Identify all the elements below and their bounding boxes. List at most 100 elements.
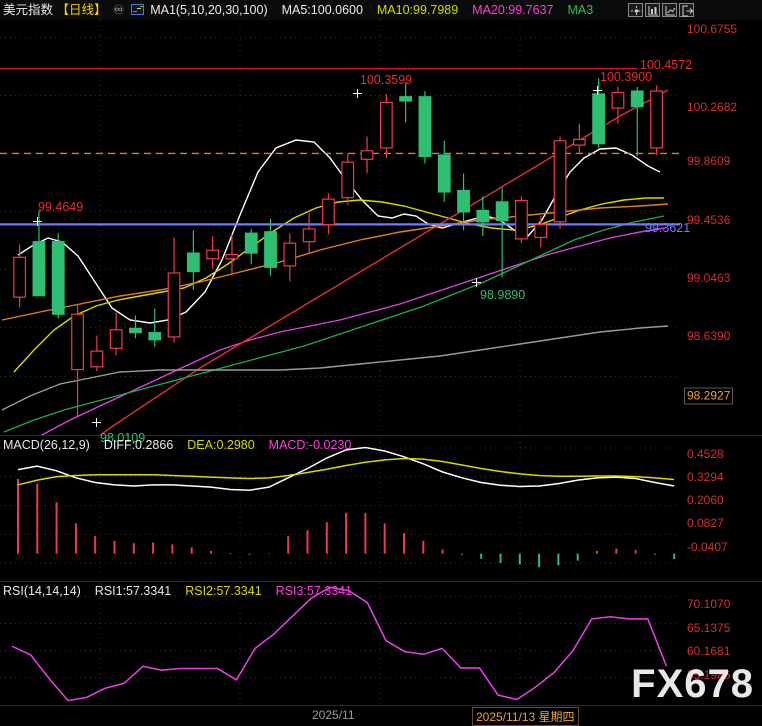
price-annotation-0: 99.4649 — [38, 200, 84, 214]
candle-5 — [109, 329, 123, 349]
rsi-tick-1: 65.1375 — [687, 621, 731, 635]
candle-30 — [592, 93, 606, 145]
macd-svg — [0, 437, 680, 577]
candle-0 — [13, 256, 27, 298]
bar-chart-icon[interactable] — [645, 3, 660, 17]
price-tick-5: 98.6390 — [687, 329, 731, 343]
price-tick-1: 100.2682 — [687, 100, 738, 114]
macd-tick-0: 0.4528 — [687, 447, 724, 461]
ma20-value-label: MA20:99.7637 — [472, 3, 554, 17]
price-tick-0: 100.6755 — [687, 22, 738, 36]
price-annotation-3: 100.4572 — [640, 58, 693, 72]
candle-26 — [515, 199, 528, 240]
rsi1-value: RSI1:57.3341 — [94, 584, 172, 598]
candle-4 — [90, 350, 104, 368]
candle-29 — [572, 138, 586, 146]
candle-19 — [379, 101, 393, 149]
macd-diff-value: DIFF:0.2866 — [103, 438, 174, 452]
candle-18 — [360, 150, 374, 160]
candle-28 — [553, 140, 567, 223]
macd-axis[interactable]: 0.4528 0.3294 0.2060 0.0827 -0.0407 — [680, 437, 762, 577]
trend-chart-icon[interactable] — [662, 3, 677, 17]
macd-tick-1: 0.3294 — [687, 470, 724, 484]
ma1-params-label[interactable]: MA1(5,10,20,30,100) — [150, 3, 268, 17]
macd-dea-value: DEA:0.2980 — [187, 438, 255, 452]
candle-21 — [418, 96, 432, 158]
time-tick-1: 2025/11/13 星期四 — [472, 707, 579, 726]
chart-toolbar — [628, 3, 694, 17]
candle-13 — [264, 231, 277, 268]
crosshair-circle-icon[interactable]: ♾ — [113, 3, 125, 17]
watermark: FX678 — [631, 662, 754, 706]
macd-tick-4: -0.0407 — [687, 540, 728, 554]
candle-6 — [129, 327, 142, 334]
crosshair-icon[interactable] — [628, 3, 643, 17]
extreme-marker-2 — [593, 86, 602, 95]
rsi-pane[interactable]: RSI(14,14,14) RSI1:57.3341 RSI2:57.3341 … — [0, 583, 762, 705]
candle-12 — [244, 232, 258, 254]
candle-27 — [534, 224, 548, 239]
candle-23 — [457, 189, 470, 213]
ma3-label: MA3 — [567, 3, 594, 17]
candle-31 — [611, 91, 625, 109]
price-tick-2: 99.8609 — [687, 154, 731, 168]
extreme-marker-1 — [353, 89, 362, 98]
candle-20 — [399, 96, 413, 102]
time-axis[interactable]: 2025/11 2025/11/13 星期四 — [0, 705, 762, 726]
extreme-marker-4 — [472, 278, 481, 287]
candle-11 — [225, 253, 239, 260]
candle-9 — [186, 252, 200, 273]
chart-indicator-icon[interactable] — [130, 4, 144, 15]
macd-plot[interactable] — [0, 437, 680, 577]
rsi-tick-0: 70.1070 — [687, 597, 731, 611]
rsi-plot[interactable] — [0, 583, 680, 705]
rsi3-value: RSI3:57.3341 — [275, 584, 353, 598]
rsi-header: RSI(14,14,14) RSI1:57.3341 RSI2:57.3341 … — [3, 583, 352, 600]
extreme-marker-5 — [92, 418, 101, 427]
rsi-svg — [0, 583, 680, 705]
candle-17 — [341, 161, 355, 199]
price-annotation-5: 98.0109 — [100, 431, 146, 445]
rsi-name[interactable]: RSI(14,14,14) — [3, 584, 81, 598]
price-axis[interactable]: 100.6755 100.2682 99.8609 99.4536 99.0463 98.… — [680, 20, 762, 435]
candle-10 — [206, 249, 220, 260]
rsi-axis[interactable]: 70.1070 65.1375 60.1681 55.1986 — [680, 583, 762, 705]
symbol-name[interactable]: 美元指数 — [3, 3, 54, 17]
pane-divider-2 — [0, 581, 762, 582]
exit-icon[interactable] — [679, 3, 694, 17]
candle-14 — [283, 242, 297, 267]
candle-16 — [322, 198, 335, 226]
time-tick-0: 2025/11 — [312, 708, 355, 722]
ma10-value-label: MA10:99.7989 — [376, 3, 459, 17]
macd-tick-3: 0.0827 — [687, 516, 724, 530]
period-label[interactable]: 【日线】 — [56, 3, 107, 17]
price-tick-4: 99.0463 — [687, 271, 731, 285]
candle-3 — [71, 313, 84, 371]
extreme-marker-0 — [33, 217, 42, 226]
price-tick-3: 99.4536 — [687, 213, 731, 227]
price-pane[interactable]: 100.6755 100.2682 99.8609 99.4536 99.0463 98.… — [0, 20, 762, 451]
candle-8 — [167, 272, 181, 338]
macd-hist-value: MACD:-0.0230 — [268, 438, 352, 452]
price-annotation-2: 100.3900 — [600, 70, 653, 84]
macd-header: MACD(26,12,9) DIFF:0.2866 DEA:0.2980 MAC… — [3, 437, 351, 454]
price-annotation-4: 98.9890 — [480, 288, 526, 302]
macd-pane[interactable]: MACD(26,12,9) DIFF:0.2866 DEA:0.2980 MAC… — [0, 437, 762, 577]
price-svg — [0, 20, 680, 451]
ma5-value-label: MA5:100.0600 — [281, 3, 363, 17]
candle-32 — [630, 90, 644, 108]
macd-tick-2: 0.2060 — [687, 493, 724, 507]
chart-header: 美元指数 【日线】 ♾ MA1(5,10,20,30,100) MA5:100.… — [0, 0, 762, 20]
candle-15 — [302, 228, 316, 243]
candle-25 — [495, 201, 509, 221]
price-tick-6: 98.2927 — [684, 387, 734, 405]
candle-22 — [437, 154, 451, 193]
candle-1 — [32, 241, 46, 297]
candle-24 — [476, 209, 490, 223]
rsi2-value: RSI2:57.3341 — [185, 584, 262, 598]
candle-2 — [51, 241, 65, 315]
price-annotation-6: 99.3621 — [645, 221, 691, 235]
price-plot[interactable] — [0, 20, 680, 451]
macd-name[interactable]: MACD(26,12,9) — [3, 438, 90, 452]
